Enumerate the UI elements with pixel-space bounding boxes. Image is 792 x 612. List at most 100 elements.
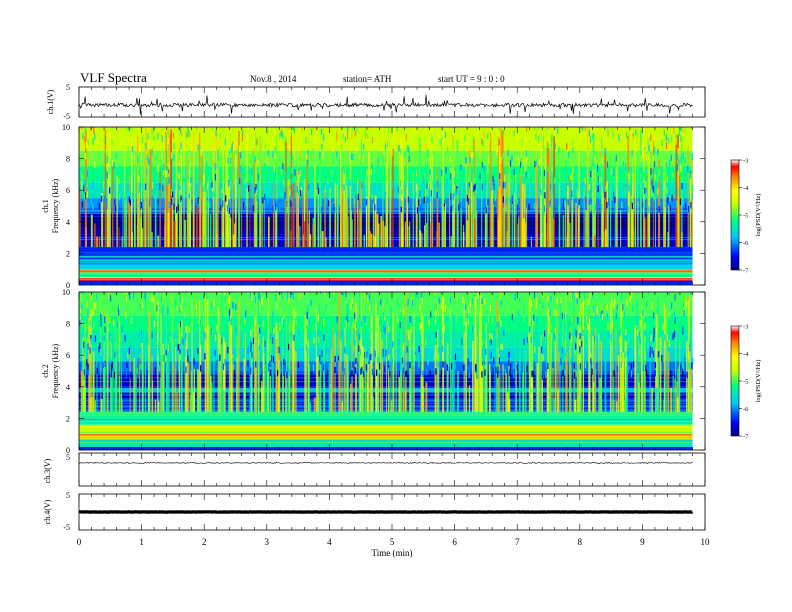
spectrogram-sferic — [649, 316, 651, 413]
spectrogram-speckle — [107, 292, 110, 299]
spectrogram-sferic — [498, 365, 500, 413]
spectrogram-speckle — [321, 350, 323, 357]
spectrogram-sferic — [655, 313, 658, 413]
spectrogram-speckle — [492, 175, 494, 183]
spectrogram-sferic — [594, 311, 596, 413]
spectrogram-speckle — [588, 129, 591, 137]
spectrogram-speckle — [653, 330, 655, 337]
spectrogram-line — [79, 445, 693, 447]
spectrogram-speckle — [440, 370, 443, 377]
spectrogram-speckle — [290, 190, 293, 197]
spectrogram-sferic — [349, 147, 352, 248]
spectrogram-speckle — [409, 316, 411, 323]
spectrogram-speckle — [428, 319, 430, 326]
spectrogram-speckle — [249, 127, 252, 130]
spectrogram-sferic — [521, 237, 524, 248]
spectrogram-speckle — [554, 205, 556, 212]
spectrogram-speckle — [179, 148, 181, 155]
spectrogram-speckle — [661, 355, 663, 362]
spectrogram-speckle — [682, 127, 685, 134]
spectrogram-sferic — [549, 333, 551, 413]
spectrogram-speckle — [431, 136, 433, 144]
spectrogram-speckle — [481, 183, 483, 191]
spectrogram-speckle — [110, 201, 113, 209]
spectrogram-sferic — [370, 233, 373, 248]
spectrogram-speckle — [691, 355, 693, 362]
spectrogram-speckle — [251, 336, 253, 343]
spectrogram-speckle — [448, 360, 450, 367]
spectrogram-speckle — [618, 134, 620, 141]
spectrogram-speckle — [90, 338, 92, 346]
spectrogram-speckle — [531, 370, 533, 377]
spectrogram-speckle — [418, 361, 420, 368]
spectrogram-speckle — [161, 127, 163, 132]
spectrogram-sferic — [565, 201, 567, 248]
spectrogram-speckle — [86, 337, 88, 344]
spectrogram-speckle — [281, 317, 283, 324]
spectrogram-sferic — [474, 296, 477, 413]
spectrogram-speckle — [189, 161, 191, 168]
spectrogram-speckle — [648, 145, 650, 152]
spectrogram-speckle — [441, 169, 443, 177]
spectrogram-speckle — [293, 127, 296, 133]
spectrogram-speckle — [91, 151, 93, 158]
spectrogram-speckle — [228, 149, 230, 156]
spectrogram-sferic — [170, 129, 172, 248]
spectrogram-speckle — [674, 294, 676, 301]
spectrogram-speckle — [268, 362, 270, 369]
spectrogram-speckle — [350, 303, 352, 310]
spectrogram-sferic — [303, 234, 305, 248]
spectrogram-speckle — [107, 149, 110, 156]
spectrogram-sferic — [204, 325, 207, 413]
spectrogram-speckle — [323, 319, 325, 326]
spectrogram-speckle — [470, 152, 473, 159]
spectrogram-speckle — [525, 314, 527, 321]
spectrogram-speckle — [235, 326, 237, 333]
spectrogram-sferic — [550, 332, 552, 413]
spectrogram-speckle — [141, 182, 143, 190]
spectrogram-speckle — [352, 321, 354, 328]
spectrogram-speckle — [343, 128, 346, 136]
spectrogram-sferic — [196, 368, 198, 413]
spectrogram-speckle — [613, 303, 615, 310]
spectrogram-speckle — [351, 370, 353, 377]
spectrogram-sferic — [222, 389, 225, 413]
spectrogram-speckle — [108, 316, 111, 324]
spectrogram-sferic — [641, 303, 644, 413]
spectrogram-sferic — [227, 229, 229, 248]
spectrogram-sferic — [598, 333, 600, 413]
spectrogram-sferic — [115, 323, 118, 413]
spectrogram-sferic — [285, 372, 287, 413]
spectrogram-speckle — [508, 197, 510, 205]
spectrogram-line — [79, 388, 693, 390]
spectrogram-speckle — [584, 127, 586, 131]
spectrogram-speckle — [601, 188, 603, 196]
spectrogram-speckle — [452, 204, 454, 211]
spectrogram-sferic — [520, 176, 522, 248]
spectrogram-speckle — [106, 163, 108, 171]
spectrogram-sferic — [368, 152, 370, 248]
spectrogram-sferic — [472, 340, 474, 413]
spectrogram-speckle — [664, 334, 666, 341]
spectrogram-speckle — [434, 317, 437, 324]
spectrogram-speckle — [458, 204, 460, 211]
spectrogram-speckle — [580, 303, 582, 310]
spectrogram-speckle — [81, 304, 83, 311]
spectrogram-speckle — [153, 297, 155, 304]
spectrogram-speckle — [495, 366, 497, 374]
spectrogram-sferic — [556, 308, 558, 413]
spectrogram-speckle — [364, 323, 367, 331]
spectrogram-speckle — [476, 129, 479, 137]
spectrogram-speckle — [396, 299, 398, 306]
spectrogram-speckle — [416, 207, 419, 214]
spectrogram-speckle — [249, 292, 252, 299]
spectrogram-sferic — [131, 137, 133, 248]
spectrogram-speckle — [95, 329, 98, 336]
spectrogram-speckle — [415, 364, 417, 371]
spectrogram-speckle — [549, 183, 552, 190]
spectrogram-speckle — [331, 135, 333, 143]
spectrogram-speckle — [141, 301, 144, 309]
spectrogram-sferic — [221, 235, 223, 248]
spectrogram-sferic — [173, 220, 176, 248]
spectrogram-line — [79, 392, 693, 394]
